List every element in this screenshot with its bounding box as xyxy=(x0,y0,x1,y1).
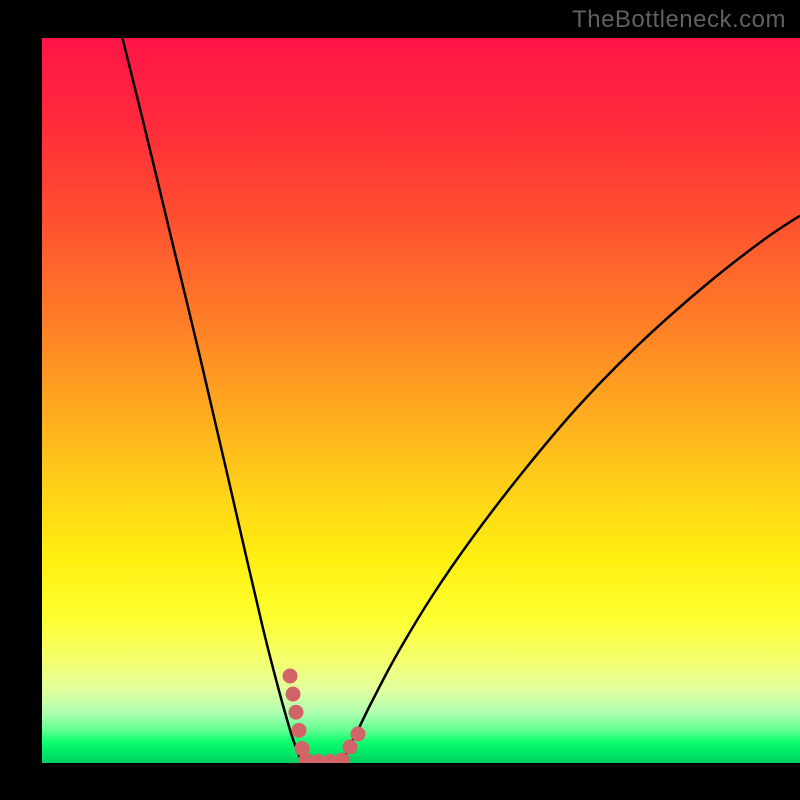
curve-layer xyxy=(42,38,800,763)
marker-point xyxy=(351,727,366,742)
marker-point xyxy=(286,687,301,702)
marker-point xyxy=(289,705,304,720)
watermark-text: TheBottleneck.com xyxy=(572,6,786,34)
marker-point xyxy=(283,669,298,684)
marker-point xyxy=(343,740,358,755)
marker-group xyxy=(283,669,366,764)
marker-point xyxy=(335,753,350,763)
bottleneck-curve xyxy=(117,38,800,763)
plot-area xyxy=(42,38,800,763)
marker-point xyxy=(292,723,307,738)
